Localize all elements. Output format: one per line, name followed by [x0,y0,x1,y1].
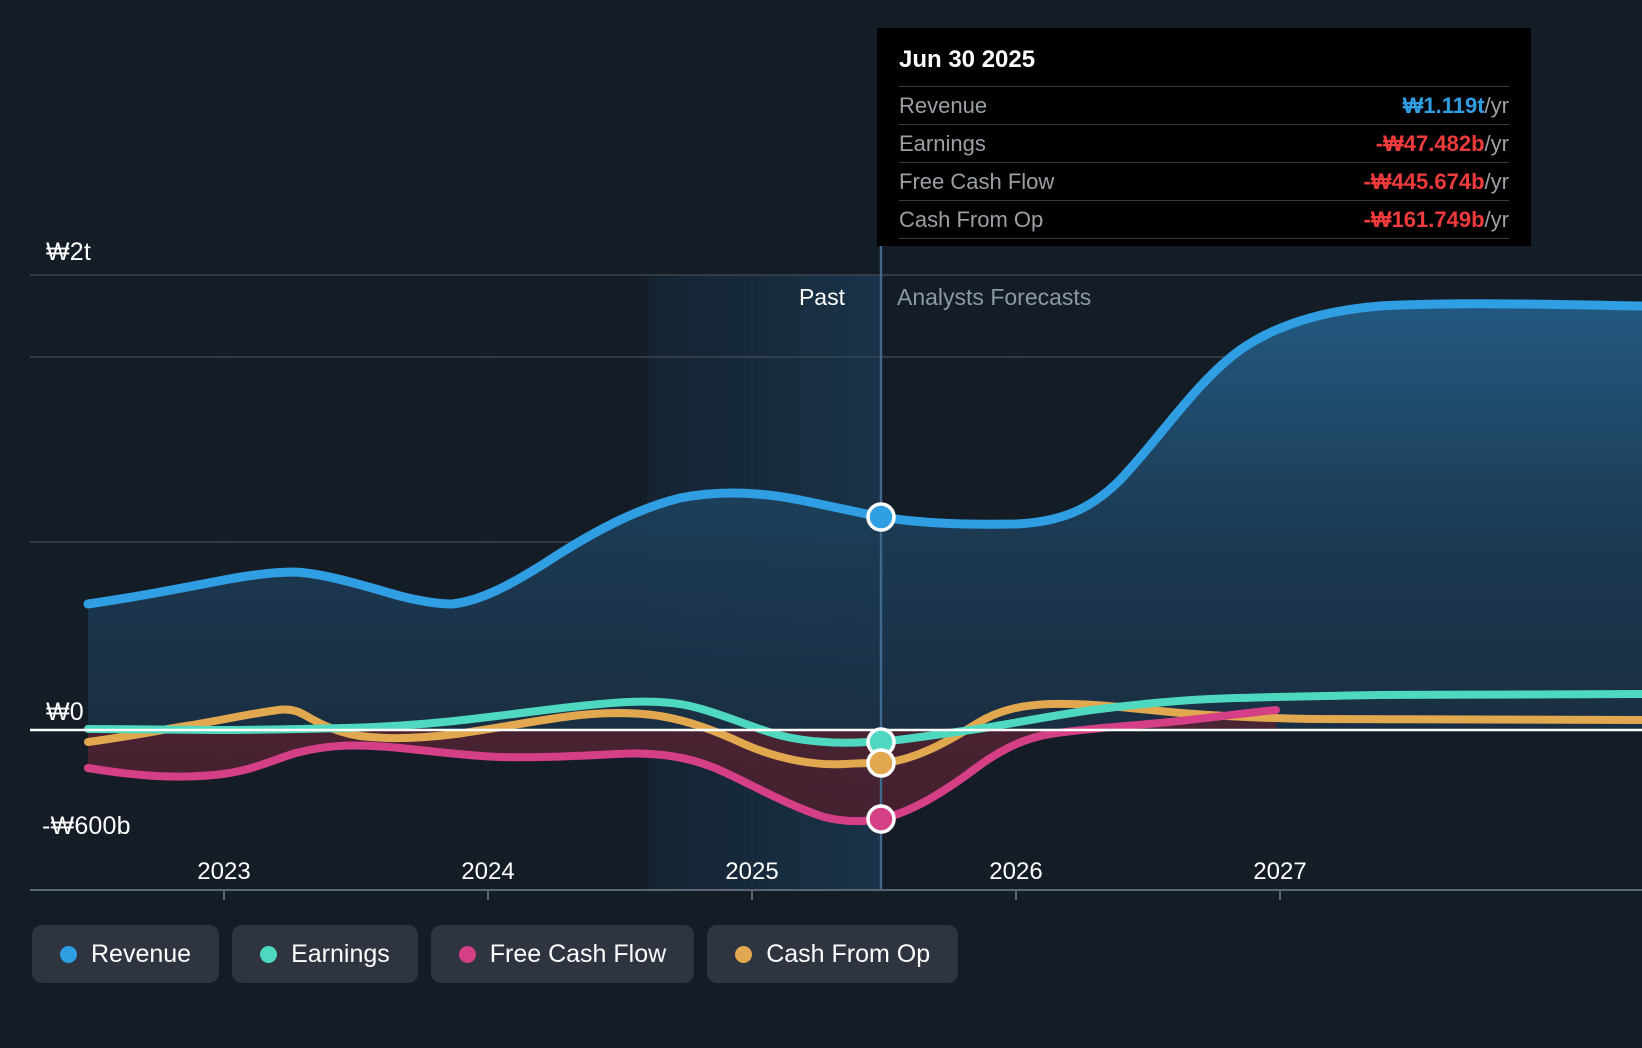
legend-dot-earnings-icon [260,945,278,963]
past-period-label: Past [798,284,845,310]
tooltip-label-earnings: Earnings [899,131,986,156]
legend-dot-free-cash-flow-icon [458,945,476,963]
legend-item-earnings[interactable]: Earnings [232,925,418,983]
tooltip-row-revenue: Revenue ₩1.119t/yr [899,86,1509,124]
marker-revenue [866,502,896,532]
tooltip-bottom-divider [899,238,1509,240]
free-cash-flow-line [84,706,1280,826]
tooltip-value-cash-from-op: -₩161.749b/yr [1363,207,1509,233]
data-tooltip: Jun 30 2025 Revenue ₩1.119t/yr Earnings … [877,28,1531,246]
legend-dot-cash-from-op-icon [735,945,753,963]
x-axis-ticks [223,890,1281,900]
y-axis-label-zero: ₩0 [46,698,84,726]
earnings-line [84,690,1642,747]
forecast-period-label: Analysts Forecasts [897,284,1092,310]
tooltip-unit-revenue: /yr [1484,93,1509,118]
legend-item-free-cash-flow[interactable]: Free Cash Flow [430,925,695,983]
tooltip-value-free-cash-flow: -₩445.674b/yr [1363,169,1509,195]
x-axis-label-2027: 2027 [1253,858,1307,885]
legend-item-cash-from-op[interactable]: Cash From Op [707,925,959,983]
tooltip-amount-free-cash-flow: -₩445.674b [1363,169,1485,194]
tooltip-label-cash-from-op: Cash From Op [899,207,1044,232]
legend-label-cash-from-op: Cash From Op [766,939,931,968]
x-axis-label-2023: 2023 [197,858,251,885]
chart-legend: Revenue Earnings Free Cash Flow Cash Fro… [32,925,959,983]
tooltip-row-free-cash-flow: Free Cash Flow -₩445.674b/yr [899,162,1509,200]
legend-label-revenue: Revenue [91,939,192,968]
x-axis-label-2025: 2025 [725,858,779,885]
legend-item-revenue[interactable]: Revenue [32,925,220,983]
tooltip-amount-earnings: -₩47.482b [1375,131,1485,156]
tooltip-value-revenue: ₩1.119t/yr [1403,93,1509,119]
x-axis-label-2024: 2024 [461,858,515,885]
tooltip-unit-free-cash-flow: /yr [1484,169,1509,194]
x-axis-label-2026: 2026 [989,858,1043,885]
y-axis-label-top: ₩2t [46,238,92,266]
tooltip-row-earnings: Earnings -₩47.482b/yr [899,124,1509,162]
tooltip-label-free-cash-flow: Free Cash Flow [899,169,1055,194]
tooltip-label-revenue: Revenue [899,93,988,118]
tooltip-row-cash-from-op: Cash From Op -₩161.749b/yr [899,200,1509,238]
tooltip-unit-cash-from-op: /yr [1484,207,1509,232]
marker-free-cash-flow [866,804,896,834]
legend-dot-revenue-icon [60,945,77,963]
y-axis-label-bottom: -₩600b [42,812,131,840]
revenue-line [83,299,1642,609]
data-point-markers[interactable] [866,502,896,834]
tooltip-unit-earnings: /yr [1484,131,1509,156]
tooltip-amount-cash-from-op: -₩161.749b [1363,207,1485,232]
legend-label-free-cash-flow: Free Cash Flow [489,939,667,968]
marker-cash-from-op [866,748,896,778]
legend-label-earnings: Earnings [291,939,390,968]
tooltip-amount-revenue: ₩1.119t [1402,93,1485,118]
tooltip-value-earnings: -₩47.482b/yr [1376,131,1509,157]
tooltip-date: Jun 30 2025 [899,46,1036,73]
cash-from-op-line [84,699,1642,769]
